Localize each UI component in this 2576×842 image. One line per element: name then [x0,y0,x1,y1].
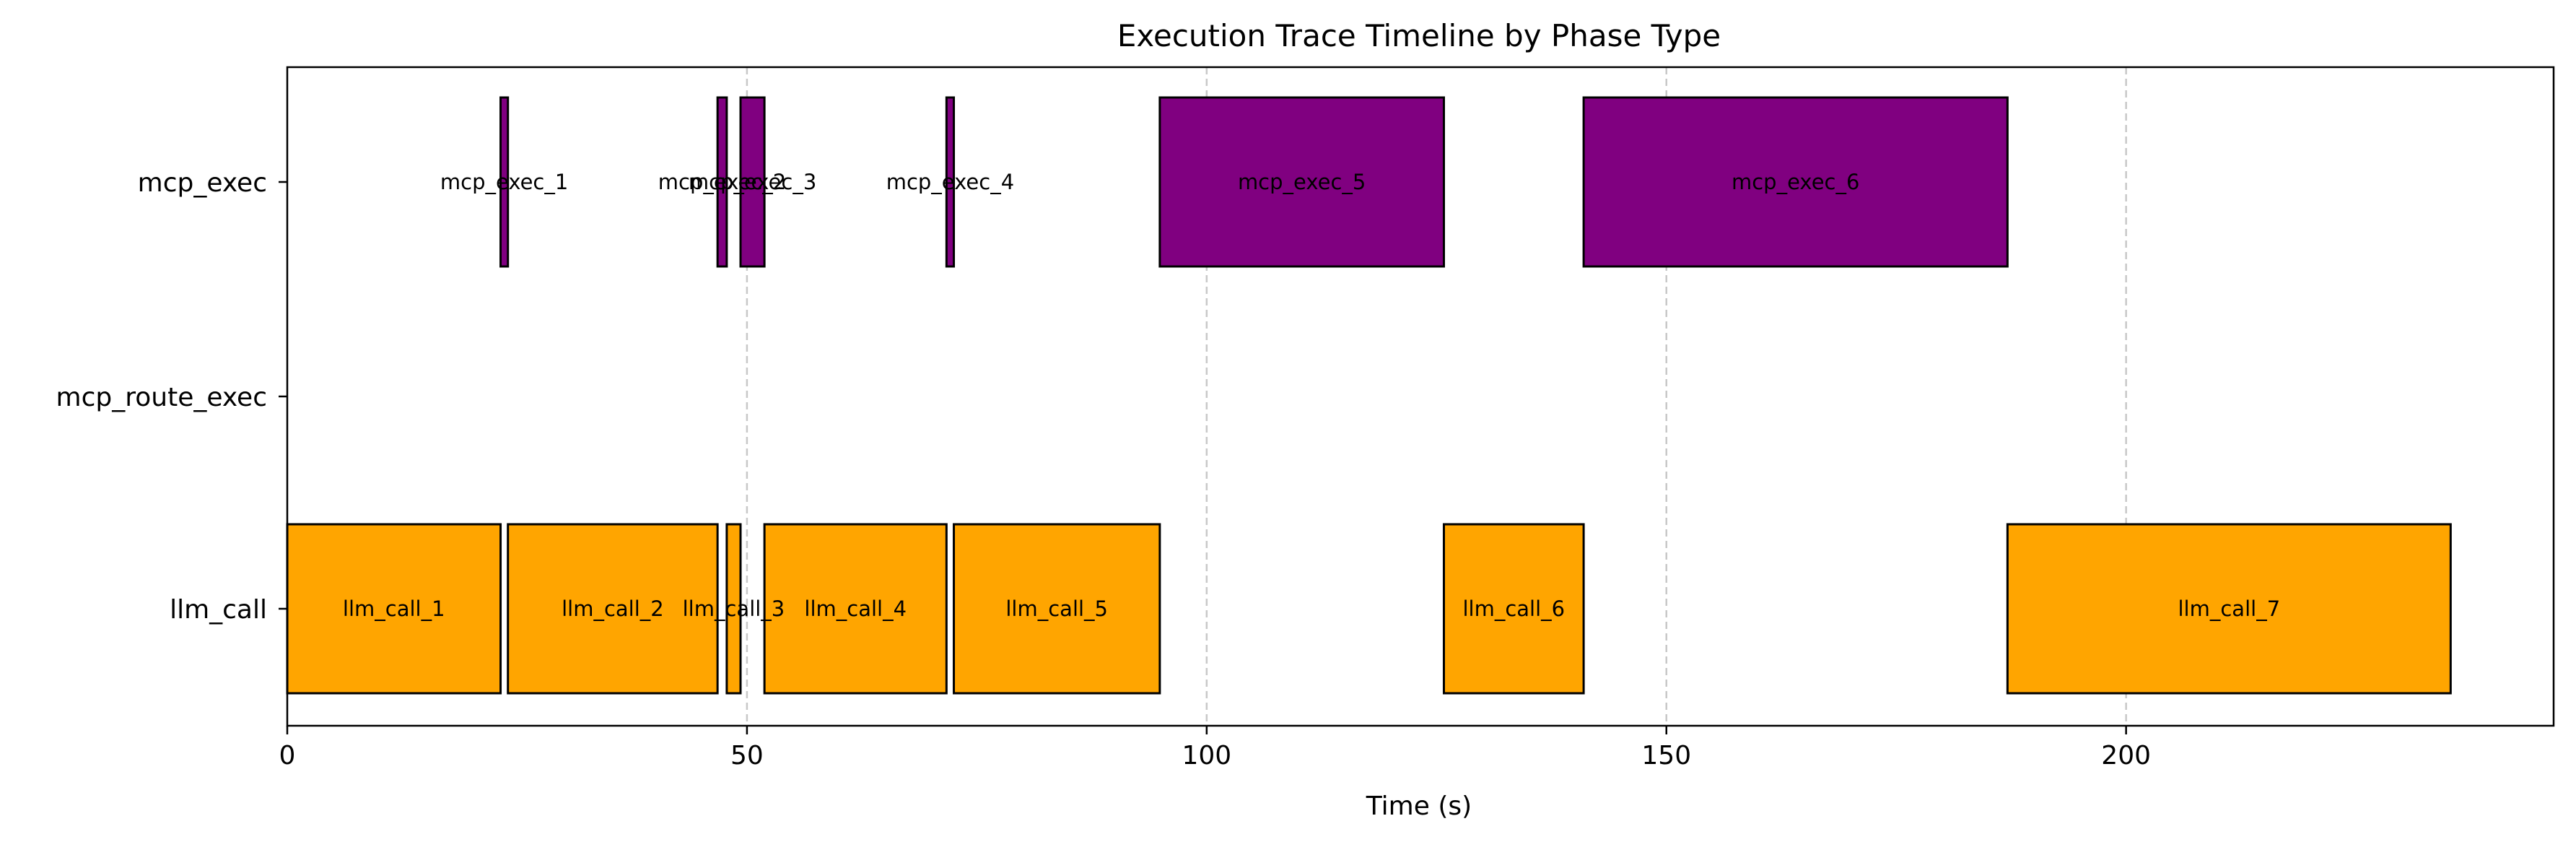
bar-label-mcp-exec-4: mcp_exec_4 [886,170,1014,194]
x-tick-label-0: 0 [279,741,296,771]
bar-llm-call-6 [1442,523,1585,695]
x-axis-label: Time (s) [1366,791,1472,821]
y-tick-label-llm-call: llm_call [170,595,267,625]
bar-llm-call-4 [763,523,948,695]
bar-label-mcp-exec-2: mcp_exec_2 [658,170,786,194]
x-tick-label-50: 50 [730,741,764,771]
bar-mcp-exec-3 [739,96,766,268]
bar-mcp-exec-5 [1158,96,1445,268]
bar-label-llm-call-2: llm_call_2 [562,596,664,621]
x-tick-label-100: 100 [1182,741,1231,771]
bar-label-llm-call-5: llm_call_5 [1005,596,1108,621]
bar-llm-call-5 [953,523,1161,695]
bar-label-mcp-exec-1: mcp_exec_1 [440,170,568,194]
bar-label-llm-call-6: llm_call_6 [1462,596,1565,621]
bar-llm-call-3 [725,523,742,695]
bar-mcp-exec-2 [716,96,728,268]
bar-mcp-exec-1 [499,96,510,268]
x-axis-ticks: 0 50 100 150 200 [279,726,2151,771]
bar-label-mcp-exec-3: mcp_exec_3 [689,170,816,194]
bar-label-llm-call-7: llm_call_7 [2178,596,2281,621]
bar-mcp-exec-4 [945,96,956,268]
x-tick-label-150: 150 [1641,741,1691,771]
bar-label-llm-call-1: llm_call_1 [343,596,445,621]
y-axis-ticks: mcp_exec mcp_route_exec llm_call [56,168,287,625]
bar-label-llm-call-3: llm_call_3 [683,596,785,621]
y-tick-label-mcp-exec: mcp_exec [138,168,267,198]
bar-label-mcp-exec-5: mcp_exec_5 [1238,170,1366,194]
bar-label-llm-call-4: llm_call_4 [804,596,907,621]
bar-label-mcp-exec-6: mcp_exec_6 [1732,170,1859,194]
bar-mcp-exec-6 [1582,96,2009,268]
x-tick-label-200: 200 [2101,741,2151,771]
bars [286,96,2452,695]
bar-labels: llm_call_1 mcp_exec_1 llm_call_2 mcp_exec_2… [343,170,2280,621]
bar-llm-call-2 [507,523,719,695]
bar-llm-call-7 [2006,523,2452,695]
chart-title: Execution Trace Timeline by Phase Type [1117,18,1721,53]
y-tick-label-mcp-route-exec: mcp_route_exec [56,383,267,412]
bar-llm-call-1 [286,523,502,695]
